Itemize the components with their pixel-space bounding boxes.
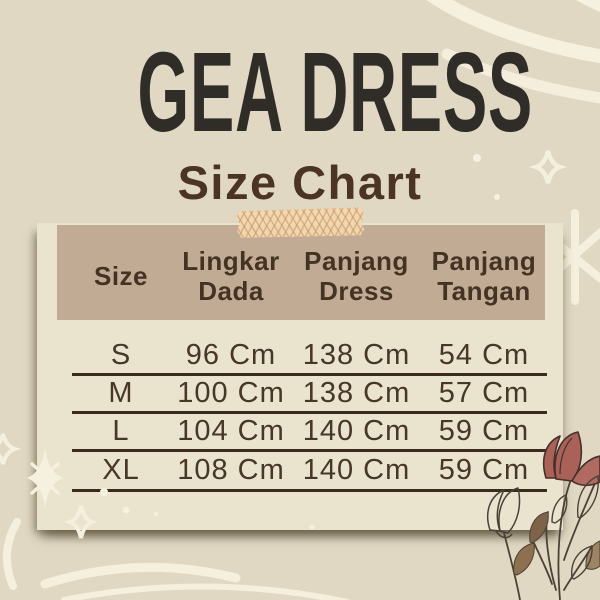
size-table: S 96 Cm 138 Cm 54 Cm M 100 Cm 138 Cm 57 … xyxy=(72,338,547,492)
value-cell: 140 Cm xyxy=(302,415,411,447)
brand-title: GEA DRESS xyxy=(0,36,600,149)
table-row: L 104 Cm 140 Cm 59 Cm xyxy=(72,414,547,452)
table-header-band: Size Lingkar Dada Panjang Dress Panjang … xyxy=(57,225,545,320)
table-header-row: Size Lingkar Dada Panjang Dress Panjang … xyxy=(72,225,547,320)
brush-arc-bottom-left-icon xyxy=(2,518,351,600)
value-cell: 59 Cm xyxy=(438,454,530,486)
size-cell: XL xyxy=(102,454,140,486)
size-cell: L xyxy=(112,415,130,447)
value-cell: 57 Cm xyxy=(438,377,530,409)
header-cell-panjang-dress: Panjang Dress xyxy=(304,245,409,306)
table-row: S 96 Cm 138 Cm 54 Cm xyxy=(72,338,547,376)
value-cell: 104 Cm xyxy=(177,415,285,447)
size-chart-card: Size Lingkar Dada Panjang Dress Panjang … xyxy=(37,223,563,530)
table-row: M 100 Cm 138 Cm 57 Cm xyxy=(72,376,547,414)
diamond-sparkle-icon xyxy=(0,433,22,465)
table-row: XL 108 Cm 140 Cm 59 Cm xyxy=(72,452,547,492)
value-cell: 138 Cm xyxy=(302,339,411,371)
value-cell: 138 Cm xyxy=(302,377,411,409)
size-cell: S xyxy=(110,339,132,371)
brand-title-text: GEA DRESS xyxy=(137,29,533,155)
value-cell: 108 Cm xyxy=(177,454,285,486)
value-cell: 140 Cm xyxy=(302,454,411,486)
value-cell: 59 Cm xyxy=(438,415,530,447)
header-cell-panjang-tangan: Panjang Tangan xyxy=(431,245,537,306)
header-cell-size: Size xyxy=(93,260,149,291)
washi-tape-icon xyxy=(237,207,365,239)
value-cell: 54 Cm xyxy=(438,339,530,371)
size-cell: M xyxy=(108,377,134,409)
value-cell: 100 Cm xyxy=(177,377,285,409)
value-cell: 96 Cm xyxy=(185,339,277,371)
page-title: Size Chart xyxy=(177,156,423,209)
header-cell-lingkar-dada: Lingkar Dada xyxy=(182,245,280,306)
